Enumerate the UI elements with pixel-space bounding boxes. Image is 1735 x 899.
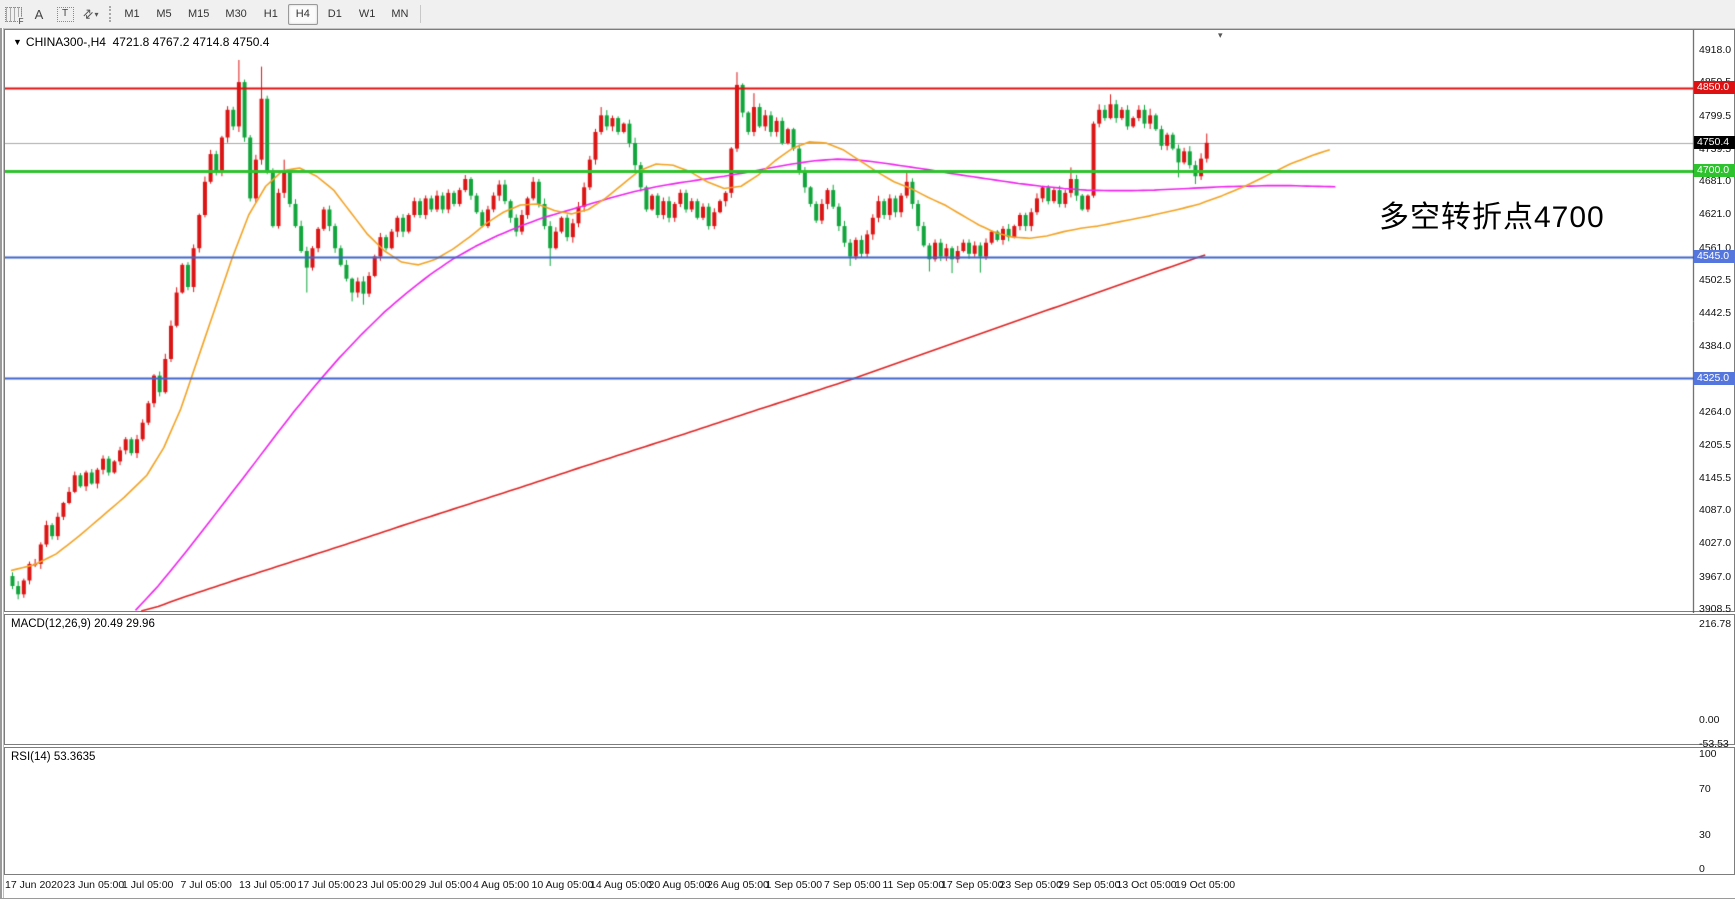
timeframe-button-M5[interactable]: M5 [149,4,179,25]
timeframe-button-group: M1 M5 M15 M30 H1 H4 D1 W1 MN [116,3,416,25]
timeframe-button-H4[interactable]: H4 [287,3,318,25]
rsi-indicator-panel: RSI(14) 53.3635 100 70 30 0 [4,747,1735,876]
symbol-dropdown-icon[interactable]: ▼ [13,37,22,47]
price-chip-4700.0: 4700.0 [1694,164,1735,178]
macd-tick: 216.78 [1699,618,1732,630]
date-label: 23 Sep 05:00 [999,879,1062,891]
date-label: 20 Aug 05:00 [648,879,711,891]
date-label: 26 Aug 05:00 [707,879,769,891]
date-label: 13 Jul 05:00 [239,879,297,891]
price-tick: 4799.5 [1699,109,1732,122]
chart-title: ▼ CHINA300-,H4 4721.8 4767.2 4714.8 4750.… [13,35,269,49]
grid-f-icon[interactable]: F [2,3,25,26]
dropdown-caret-icon: ▾ [94,9,99,19]
rsi-label: RSI(14) 53.3635 [11,751,96,763]
macd-label: MACD(12,26,9) 20.49 29.96 [11,618,155,630]
date-label: 1 Sep 05:00 [765,879,823,891]
price-tick: 4145.5 [1699,471,1732,484]
date-label: 14 Aug 05:00 [590,879,652,891]
rsi-tick: 30 [1699,828,1711,841]
date-label: 11 Sep 05:00 [882,879,945,891]
date-label: 17 Jul 05:00 [297,879,355,891]
annotation-text[interactable]: 多空转折点4700 [1379,201,1605,234]
chart-shift-marker[interactable]: ▾ [1218,30,1223,40]
price-tick: 4264.0 [1699,406,1732,419]
line-studies-icon[interactable]: ⇄ ▾ [79,5,99,23]
timeframe-button-D1[interactable]: D1 [320,4,350,25]
price-tick: 4621.0 [1699,208,1732,221]
timeframe-button-H1[interactable]: H1 [256,4,286,25]
date-axis[interactable]: 17 Jun 2020 23 Jun 05:00 1 Jul 05:00 7 Jul … [4,876,1735,898]
ohlc-values: 4721.8 4767.2 4714.8 4750.4 [112,35,270,49]
price-tick: 4681.0 [1699,175,1732,188]
date-label: 1 Jul 05:00 [122,879,174,891]
date-label: 29 Sep 05:00 [1058,879,1121,891]
arrow-a-icon[interactable]: A [34,6,44,22]
price-chart-panel: ▼ CHINA300-,H4 4721.8 4767.2 4714.8 4750.… [4,29,1735,615]
timeframe-button-M30[interactable]: M30 [218,4,253,25]
rsi-tick: 100 [1699,748,1717,760]
price-chip-4545.0: 4545.0 [1694,250,1735,264]
price-tick: 4384.0 [1699,339,1732,352]
rsi-chart-surface[interactable] [5,748,1735,876]
date-label: 7 Jul 05:00 [180,879,232,891]
macd-chart-surface[interactable] [5,615,1735,746]
rsi-tick: 70 [1699,782,1711,795]
date-label: 10 Aug 05:00 [531,879,594,891]
date-label: 19 Oct 05:00 [1175,879,1236,891]
date-label: 4 Aug 05:00 [473,879,530,891]
toolbar-grip[interactable] [109,6,111,22]
macd-tick: 0.00 [1699,714,1720,726]
date-label: 13 Oct 05:00 [1116,879,1177,891]
date-label: 17 Jun 2020 [5,879,63,891]
timeframe-button-M15[interactable]: M15 [181,4,216,25]
date-label: 29 Jul 05:00 [414,879,472,891]
chart-toolbar: F A T ⇄ ▾ M1 M5 M15 M30 H1 H4 D1 W1 MN [0,0,1735,29]
date-label: 23 Jul 05:00 [356,879,414,891]
price-chip-4325.0: 4325.0 [1694,371,1735,385]
macd-tick: -53.53 [1699,737,1729,750]
price-chip-4750.4: 4750.4 [1694,136,1735,150]
text-box-icon[interactable]: T [54,3,76,25]
price-chip-4850.0: 4850.0 [1694,81,1735,95]
toolbar-separator [420,5,422,23]
timeframe-button-MN[interactable]: MN [384,4,415,25]
price-tick: 4027.0 [1699,537,1732,550]
timeframe-button-M1[interactable]: M1 [117,4,147,25]
date-label: 23 Jun 05:00 [63,879,125,891]
date-label: 17 Sep 05:00 [941,879,1004,891]
price-tick: 4502.5 [1699,274,1732,287]
price-tick: 4442.5 [1699,307,1732,320]
window-left-edge [0,28,4,899]
rsi-tick: 0 [1699,863,1705,875]
price-tick: 4918.0 [1699,44,1732,56]
price-tick: 3908.5 [1699,603,1732,615]
timeframe-button-W1[interactable]: W1 [352,4,383,25]
symbol-name: CHINA300-,H4 [25,35,106,49]
date-label: 7 Sep 05:00 [824,879,881,891]
price-tick: 4205.5 [1699,438,1732,451]
price-chart-surface[interactable] [5,30,1735,613]
price-tick: 4087.0 [1699,504,1732,517]
macd-indicator-panel: MACD(12,26,9) 20.49 29.96 216.78 0.00 -53.… [4,614,1735,750]
price-tick: 3967.0 [1699,570,1732,583]
